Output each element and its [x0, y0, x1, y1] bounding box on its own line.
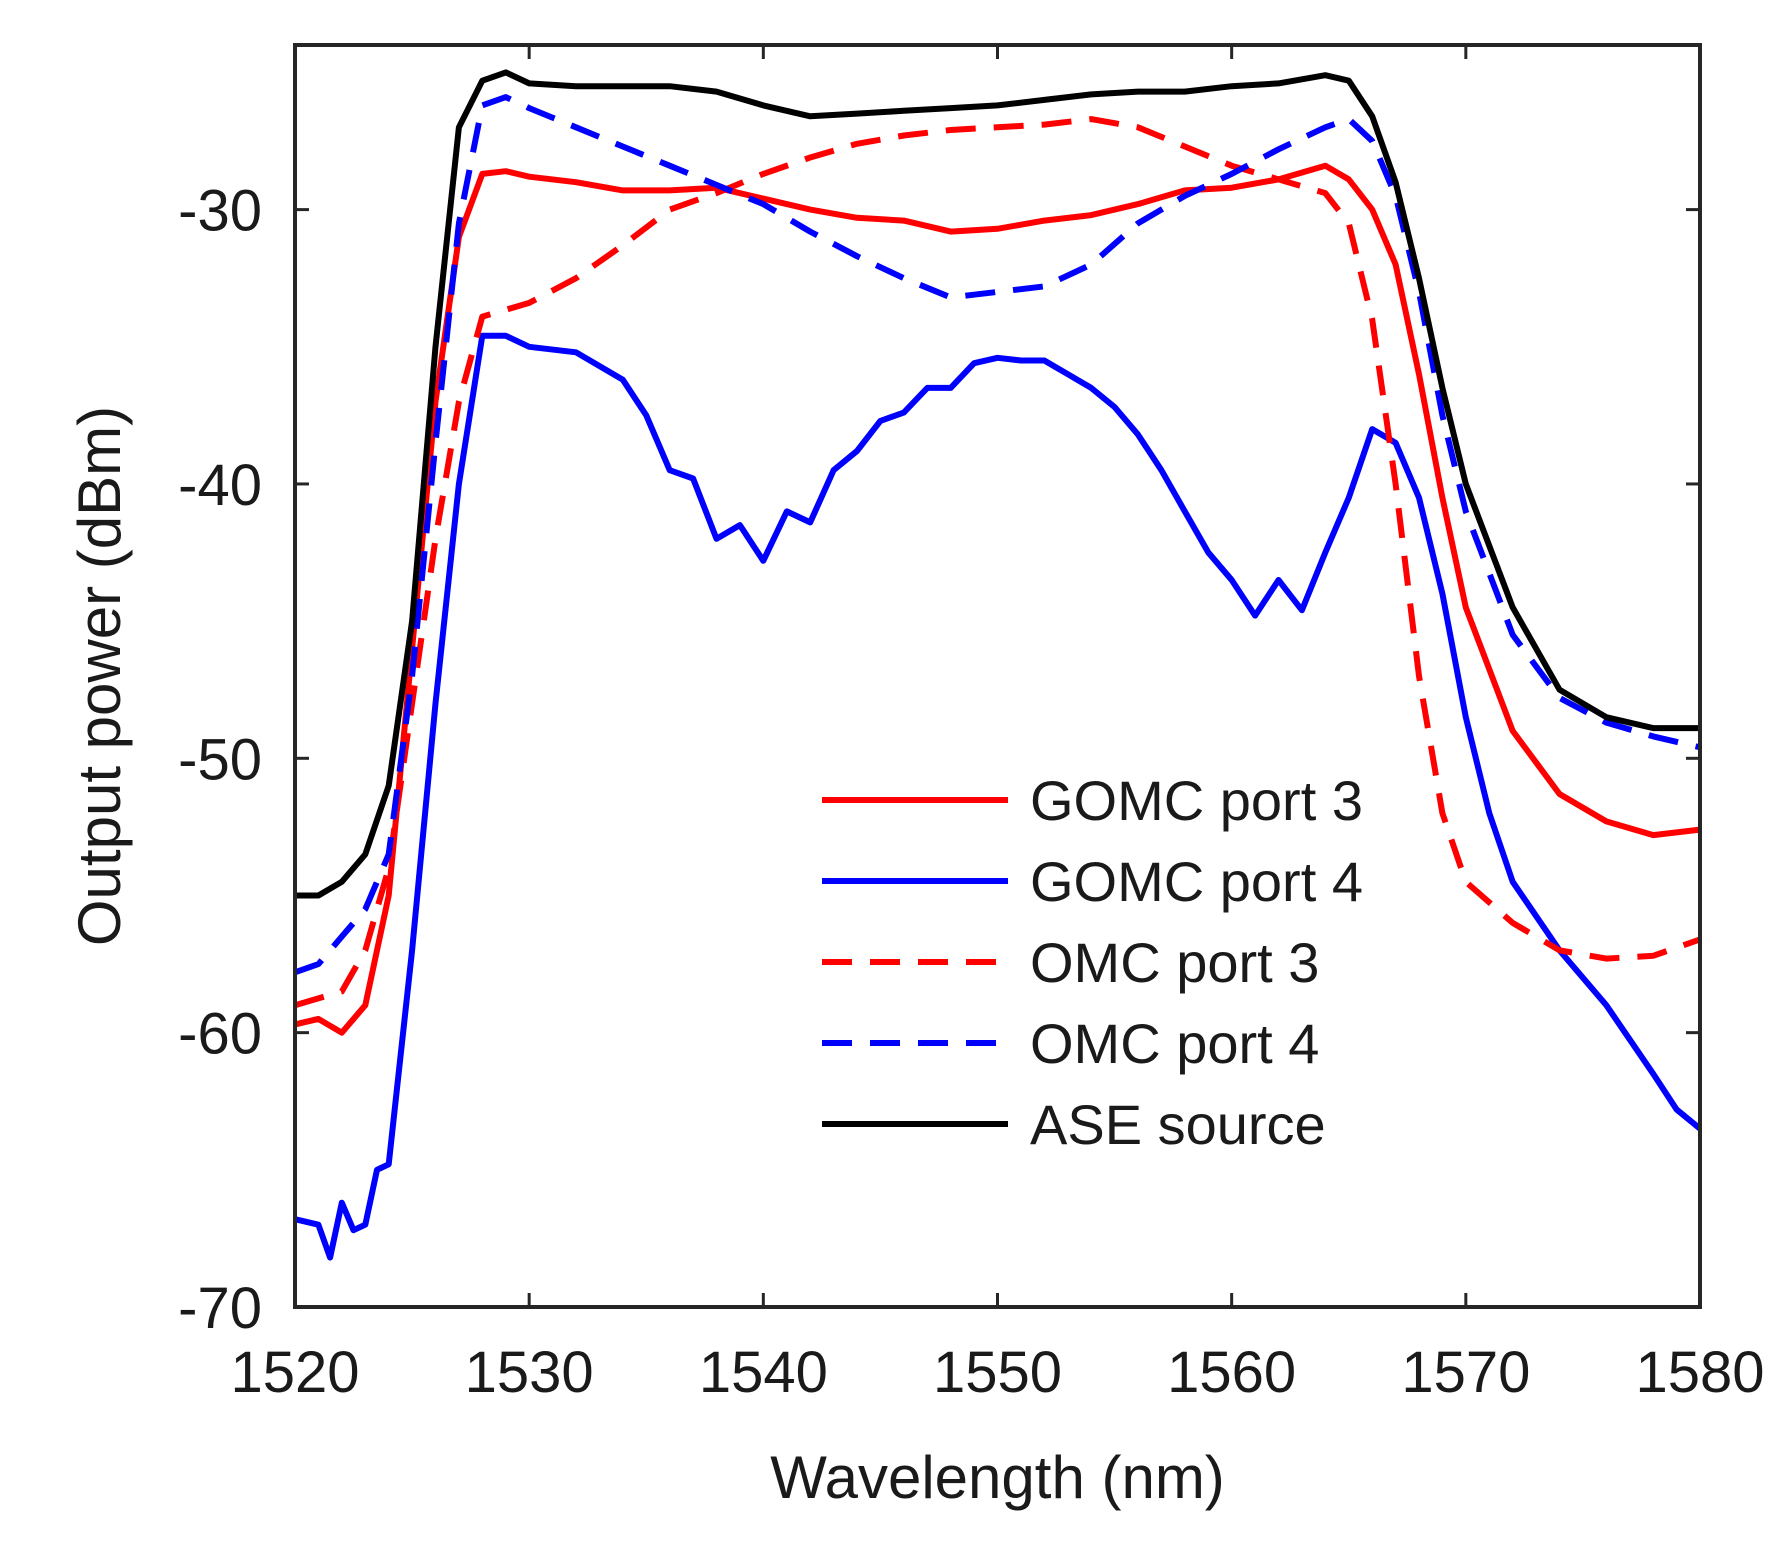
series-line-omc-port-3	[294, 116, 1701, 1009]
series-line-gomc-port-4	[294, 332, 1702, 1261]
legend-label-omc-port-4: OMC port 4	[1030, 1012, 1319, 1075]
y-axis-label: Output power (dBm)	[66, 406, 133, 946]
x-tick-label: 1520	[230, 1340, 359, 1405]
y-tick-label: -40	[178, 453, 262, 518]
ticks-layer: 1520 1530 1540 1550 1560 1570 1580 -30 -40 -50 -60…	[178, 45, 1765, 1405]
x-tick-label: 1550	[933, 1340, 1062, 1405]
y-tick-label: -60	[178, 1002, 262, 1067]
x-tick-label: 1570	[1401, 1340, 1530, 1405]
legend: GOMC port 3 GOMC port 4 OMC port 3 OMC port…	[822, 769, 1363, 1156]
x-tick-label: 1580	[1635, 1340, 1764, 1405]
x-axis-label: Wavelength (nm)	[770, 1444, 1225, 1511]
y-tick-label: -70	[178, 1276, 262, 1341]
y-tick-label: -30	[178, 179, 262, 244]
series-line-omc-port-4	[294, 94, 1701, 976]
legend-label-gomc-port-4: GOMC port 4	[1030, 850, 1363, 913]
plot-area	[295, 45, 1700, 1307]
legend-label-gomc-port-3: GOMC port 3	[1030, 769, 1363, 832]
series-line-gomc-port-3	[294, 162, 1701, 1036]
legend-label-omc-port-3: OMC port 3	[1030, 931, 1319, 994]
series-layer	[294, 69, 1702, 1261]
x-tick-label: 1540	[699, 1340, 828, 1405]
series-line-ase-source	[295, 69, 1700, 899]
y-tick-label: -50	[178, 727, 262, 792]
legend-label-ase-source: ASE source	[1030, 1093, 1326, 1156]
x-tick-label: 1560	[1167, 1340, 1296, 1405]
x-tick-label: 1530	[465, 1340, 594, 1405]
